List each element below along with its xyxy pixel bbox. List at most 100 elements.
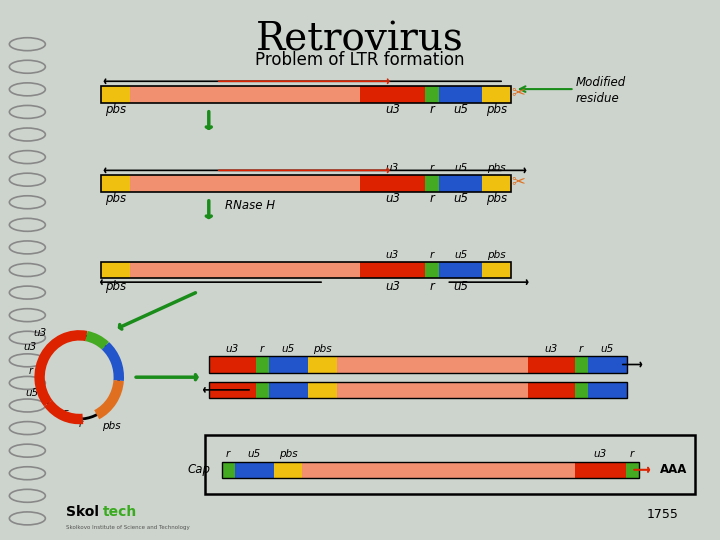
Text: pbs: pbs: [487, 249, 506, 260]
Bar: [101, 262, 130, 278]
Text: r: r: [430, 103, 434, 117]
Bar: [575, 462, 626, 478]
Bar: [256, 382, 269, 398]
Bar: [205, 435, 695, 494]
Text: u3: u3: [544, 344, 558, 354]
Bar: [130, 86, 360, 103]
Bar: [101, 262, 511, 278]
Bar: [302, 462, 575, 478]
Bar: [482, 176, 511, 192]
Text: AAA: AAA: [660, 463, 688, 476]
Text: tech: tech: [103, 505, 138, 519]
Bar: [101, 86, 130, 103]
Bar: [209, 382, 627, 398]
Bar: [337, 356, 528, 373]
Text: u3: u3: [33, 328, 46, 338]
Text: u3: u3: [386, 249, 399, 260]
Bar: [360, 262, 425, 278]
Bar: [222, 462, 639, 478]
Text: u5: u5: [282, 344, 295, 354]
Bar: [269, 356, 308, 373]
Text: u3: u3: [24, 342, 37, 353]
Bar: [101, 86, 511, 103]
Text: u5: u5: [57, 410, 70, 420]
Bar: [101, 176, 130, 192]
Text: pbs: pbs: [486, 103, 508, 117]
Bar: [360, 176, 425, 192]
Text: pbs: pbs: [313, 344, 332, 354]
Text: u5: u5: [454, 249, 467, 260]
Text: u5: u5: [454, 192, 468, 206]
Text: r: r: [226, 449, 230, 460]
Bar: [101, 176, 511, 192]
Bar: [308, 356, 337, 373]
Text: Skolkovo Institute of Science and Technology: Skolkovo Institute of Science and Techno…: [66, 525, 190, 530]
Text: pbs: pbs: [486, 192, 508, 206]
Bar: [626, 462, 639, 478]
Text: u5: u5: [600, 344, 614, 354]
Text: u3: u3: [385, 280, 400, 293]
Text: pbs: pbs: [104, 280, 126, 293]
Text: r: r: [630, 449, 634, 460]
Text: r: r: [28, 366, 32, 376]
Bar: [222, 462, 235, 478]
Text: Retrovirus: Retrovirus: [256, 22, 464, 59]
Text: Modified: Modified: [576, 76, 626, 89]
Text: ✂: ✂: [511, 172, 526, 190]
Text: r: r: [78, 418, 83, 429]
Text: pbs: pbs: [279, 449, 297, 460]
Bar: [130, 176, 360, 192]
Bar: [209, 356, 256, 373]
Bar: [588, 356, 627, 373]
Text: u5: u5: [248, 449, 261, 460]
Bar: [588, 382, 627, 398]
Text: residue: residue: [576, 92, 620, 105]
Text: r: r: [430, 280, 434, 293]
Text: u3: u3: [594, 449, 607, 460]
Bar: [308, 382, 337, 398]
Bar: [360, 86, 425, 103]
Bar: [439, 262, 482, 278]
Bar: [528, 382, 575, 398]
Bar: [269, 382, 308, 398]
Text: r: r: [430, 163, 434, 173]
Text: 1755: 1755: [647, 508, 678, 521]
Text: RNase H: RNase H: [225, 199, 275, 212]
Bar: [575, 356, 588, 373]
Bar: [425, 176, 439, 192]
Bar: [425, 86, 439, 103]
Bar: [528, 356, 575, 373]
Bar: [256, 356, 269, 373]
Text: u5: u5: [454, 103, 468, 117]
Text: r: r: [260, 344, 264, 354]
Bar: [209, 356, 627, 373]
Text: pbs: pbs: [102, 421, 120, 431]
Text: r: r: [579, 344, 583, 354]
Text: pbs: pbs: [487, 163, 506, 173]
Bar: [130, 262, 360, 278]
Bar: [235, 462, 274, 478]
Bar: [482, 262, 511, 278]
Text: ✂: ✂: [511, 83, 526, 101]
Text: u5: u5: [454, 163, 467, 173]
Text: u3: u3: [385, 192, 400, 206]
Text: Cap: Cap: [188, 463, 211, 476]
Text: pbs: pbs: [104, 103, 126, 117]
Bar: [482, 86, 511, 103]
Text: u5: u5: [454, 280, 468, 293]
Text: r: r: [430, 249, 434, 260]
Text: r: r: [430, 192, 434, 206]
Bar: [439, 176, 482, 192]
Text: Problem of LTR formation: Problem of LTR formation: [256, 51, 464, 69]
Text: Skol: Skol: [66, 505, 99, 519]
Bar: [439, 86, 482, 103]
Text: pbs: pbs: [104, 192, 126, 206]
Bar: [425, 262, 439, 278]
Bar: [337, 382, 528, 398]
Text: u3: u3: [225, 344, 239, 354]
Bar: [274, 462, 302, 478]
Bar: [209, 382, 256, 398]
Text: u5: u5: [26, 388, 39, 399]
Bar: [575, 382, 588, 398]
Text: u3: u3: [386, 163, 399, 173]
